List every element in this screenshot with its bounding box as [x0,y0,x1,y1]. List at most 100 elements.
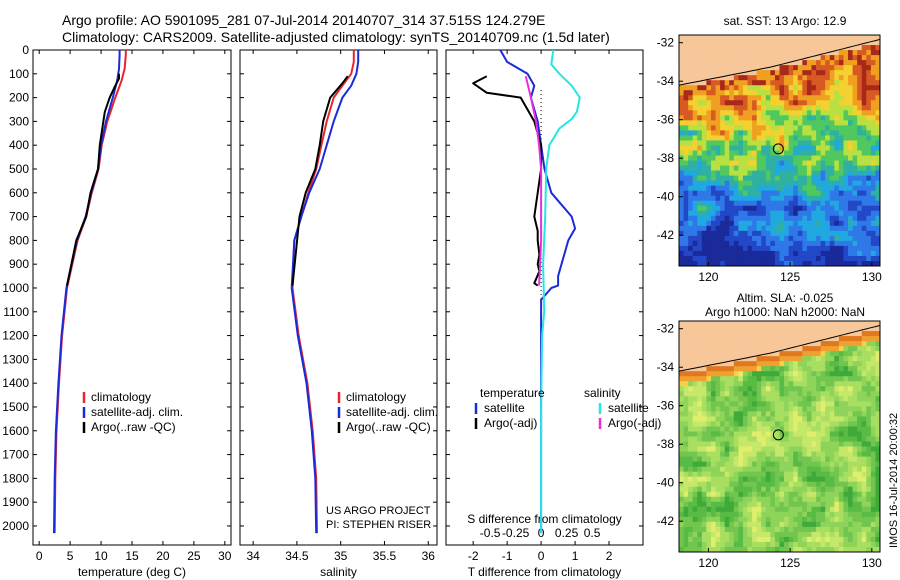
sst-map-cell [738,150,744,156]
sla-map-cell [688,536,694,543]
sst-map-cell [870,240,876,247]
sla-map-cell [715,431,721,437]
sla-map-cell [793,476,799,483]
sla-map-cell [752,386,758,392]
sla-map-cell [852,341,858,347]
sst-map-cell [843,165,849,171]
sst-map-cell [861,135,867,141]
sst-map-cell [797,200,803,207]
sla-map-cell [825,406,831,412]
sst-map-cell [784,50,790,56]
sla-map-cell [720,381,726,387]
sla-map-cell [706,416,712,422]
sla-map-cell [838,456,844,463]
sla-map-cell [811,356,817,362]
sst-map-cell [774,245,780,252]
sst-map-cell [697,225,703,232]
sst-map-cell [688,135,694,141]
sla-map-cell [679,461,684,468]
sla-map-cell [870,521,876,528]
sst-map-cell [679,60,684,66]
sst-map-cell [820,190,826,197]
sla-map-cell [756,471,762,478]
sst-map-cell [747,260,753,267]
plot-title-line2: Climatology: CARS2009. Satellite-adjuste… [62,29,610,45]
sst-map-cell [720,170,726,177]
sla-map-cell [697,531,703,538]
sst-map-cell [779,105,785,111]
sst-map-cell [679,190,684,197]
sst-map-cell [747,150,753,156]
sst-map-cell [861,235,867,242]
sst-map-cell [692,65,698,71]
sla-map-cell [701,366,707,372]
sla-map-cell [816,496,822,503]
sla-map-cell [742,341,748,347]
sst-map-cell [838,45,844,51]
sla-map-cell [683,366,689,372]
sst-map-cell [701,155,707,161]
sst-map-cell [870,45,876,51]
sst-map-cell [834,195,840,202]
sla-map-cell [843,371,849,377]
sla-map-cell [724,516,730,523]
sst-map-cell [710,210,716,217]
sla-map-cell [683,531,689,538]
sst-map-cell [816,115,822,121]
sst-map-cell [779,60,785,66]
sst-map-cell [816,75,822,81]
sla-map-cell [820,486,826,493]
sst-map-cell [829,115,835,121]
sla-map-cell [697,476,703,483]
sla-map-cell [724,491,730,498]
sla-map-cell [806,321,812,327]
sla-map-cell [701,471,707,478]
sst-map-cell [866,225,872,232]
sst-map-cell [861,255,867,262]
sst-map-cell [843,250,849,257]
sst-map-cell [866,245,872,252]
sst-map-cell [738,80,744,86]
sla-map-cell [802,466,808,473]
sst-map-cell [747,120,753,126]
sla-map-cell [774,426,780,432]
sla-map-cell [752,521,758,528]
sst-map-cell [811,255,817,262]
sst-map-cell [683,240,689,247]
sst-map-cell [724,45,730,51]
sst-map-cell [683,35,689,41]
sst-map-cell [701,190,707,197]
sla-map-cell [720,371,726,377]
sla-map-cell [724,541,730,548]
sst-map-cell [756,80,762,86]
sla-map-cell [715,331,721,337]
sst-map-cell [729,180,735,187]
sst-map-cell [756,55,762,61]
sla-map-cell [820,491,826,498]
sla-map-cell [852,426,858,432]
sla-map-cell [834,451,840,457]
sst-map-cell [720,140,726,146]
sla-map-cell [761,456,767,463]
sla-map-cell [729,396,735,402]
sla-map-cell [761,351,767,357]
sla-map-cell [701,356,707,362]
sla-map-cell [724,391,730,397]
sst-map-cell [852,145,858,151]
sla-map-cell [788,506,794,513]
sla-map-cell [788,376,794,382]
sst-map-cell [779,225,785,232]
sla-map-cell [784,481,790,488]
sst-map-cell [706,145,712,151]
sst-map-cell [738,170,744,177]
sst-map-cell [679,100,684,106]
sla-map-cell [820,461,826,468]
sla-map-cell [692,396,698,402]
sst-map-cell [770,190,776,197]
sst-map-cell [848,125,853,131]
sst-map-cell [820,130,826,136]
sst-map-cell [679,200,684,207]
sst-map-cell [724,245,730,252]
sla-map-cell [683,346,689,352]
sst-map-cell [820,175,826,182]
